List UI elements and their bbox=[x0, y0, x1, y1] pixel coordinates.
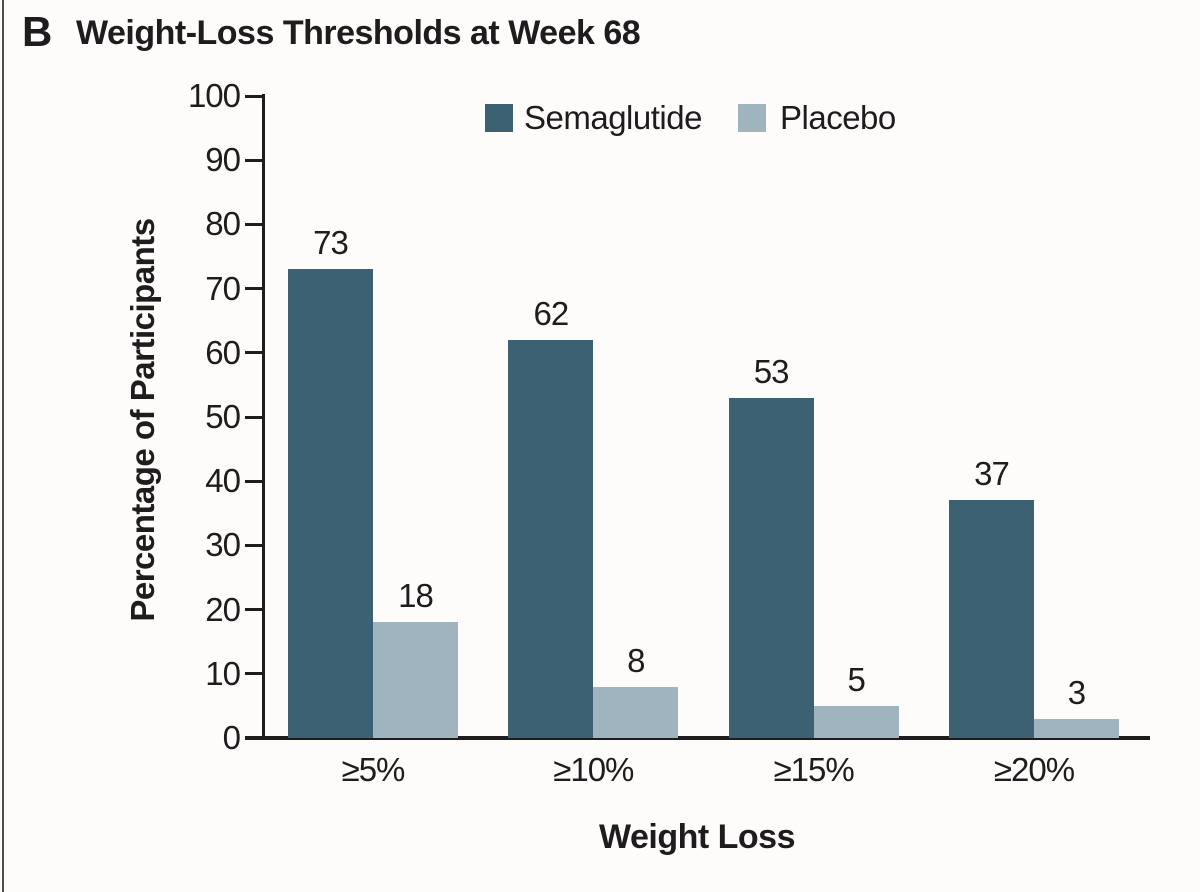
y-tick-mark bbox=[245, 736, 263, 740]
bar-semaglutide bbox=[948, 500, 1034, 738]
bar-value-label: 53 bbox=[753, 352, 790, 390]
bar-semaglutide bbox=[288, 269, 373, 738]
x-axis-line bbox=[245, 736, 1150, 740]
y-tick-label: 60 bbox=[205, 333, 241, 371]
x-axis-title: Weight Loss bbox=[599, 818, 796, 856]
y-tick-mark bbox=[245, 672, 263, 676]
y-tick-label: 100 bbox=[187, 77, 241, 114]
bar-value-label: 5 bbox=[847, 660, 865, 698]
bar-value-label: 62 bbox=[533, 294, 569, 332]
y-tick-label: 10 bbox=[205, 654, 241, 692]
y-tick-mark bbox=[245, 94, 263, 98]
legend-swatch-placebo bbox=[738, 104, 766, 132]
y-tick-mark bbox=[245, 608, 263, 612]
y-axis-line bbox=[262, 94, 265, 740]
x-tick-label: ≥20% bbox=[993, 751, 1075, 788]
y-tick-label: 20 bbox=[205, 590, 241, 628]
bar-semaglutide bbox=[508, 339, 594, 738]
bar-value-label: 37 bbox=[974, 455, 1010, 493]
legend-label-placebo: Placebo bbox=[780, 99, 896, 136]
legend-swatch-semaglutide bbox=[485, 104, 513, 132]
bar-placebo bbox=[813, 705, 899, 738]
bar-value-label: 3 bbox=[1067, 673, 1086, 711]
left-border-line bbox=[2, 0, 4, 892]
y-tick-label: 70 bbox=[205, 269, 241, 307]
y-tick-label: 50 bbox=[205, 398, 241, 435]
y-tick-label: 80 bbox=[205, 205, 241, 243]
bar-placebo bbox=[593, 686, 679, 738]
bar-value-label: 8 bbox=[627, 641, 645, 679]
x-tick-label: ≥10% bbox=[553, 751, 634, 788]
bar-value-label: 18 bbox=[398, 577, 434, 615]
y-tick-label: 0 bbox=[222, 719, 241, 756]
x-tick-label: ≥5% bbox=[341, 751, 406, 788]
bar-semaglutide bbox=[728, 397, 814, 738]
y-tick-mark bbox=[245, 222, 263, 226]
legend-label-semaglutide: Semaglutide bbox=[524, 99, 702, 136]
y-tick-label: 30 bbox=[205, 526, 241, 564]
y-tick-mark bbox=[245, 415, 263, 419]
y-tick-mark bbox=[245, 543, 263, 547]
bar-value-label: 73 bbox=[313, 224, 349, 262]
y-tick-mark bbox=[245, 158, 263, 162]
panel-letter: B bbox=[22, 8, 53, 55]
y-tick-label: 90 bbox=[205, 141, 241, 179]
x-tick-label: ≥15% bbox=[773, 751, 855, 788]
bar-placebo bbox=[1033, 718, 1119, 738]
y-tick-mark bbox=[245, 287, 263, 291]
y-tick-mark bbox=[245, 351, 263, 355]
y-tick-label: 40 bbox=[205, 462, 241, 500]
panel-title: Weight-Loss Thresholds at Week 68 bbox=[76, 14, 641, 52]
y-tick-mark bbox=[245, 479, 263, 483]
bar-placebo bbox=[373, 622, 458, 738]
